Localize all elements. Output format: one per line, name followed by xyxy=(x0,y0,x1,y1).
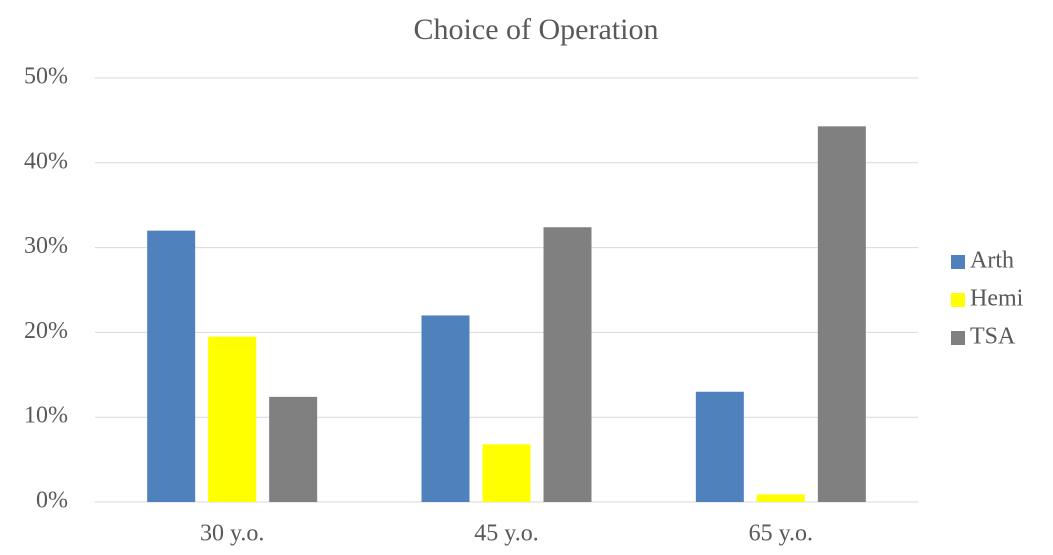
legend-label: TSA xyxy=(970,324,1016,350)
bar xyxy=(208,336,257,502)
y-tick-label: 0% xyxy=(36,488,68,514)
bar xyxy=(756,494,805,502)
legend-label: Arth xyxy=(970,248,1014,274)
bar xyxy=(269,396,318,502)
x-tick-label: 65 y.o. xyxy=(749,521,813,547)
legend-swatch xyxy=(951,255,965,269)
y-tick-label: 30% xyxy=(24,233,68,259)
y-tick-label: 50% xyxy=(24,64,68,90)
y-tick-label: 10% xyxy=(24,403,68,429)
bar xyxy=(482,444,531,502)
bar xyxy=(695,391,744,502)
legend-swatch xyxy=(951,293,965,307)
bar xyxy=(421,315,470,502)
y-tick-label: 40% xyxy=(24,148,68,174)
legend-swatch xyxy=(951,331,965,345)
x-tick-label: 45 y.o. xyxy=(474,521,538,547)
x-tick-label: 30 y.o. xyxy=(200,521,264,547)
chart-title: Choice of Operation xyxy=(414,13,659,46)
bar xyxy=(147,230,196,502)
legend-label: Hemi xyxy=(970,286,1024,312)
bar xyxy=(817,126,866,502)
bar xyxy=(543,227,592,503)
y-tick-label: 20% xyxy=(24,318,68,344)
